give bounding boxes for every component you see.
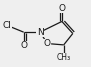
Text: Cl: Cl (3, 21, 12, 30)
Text: O: O (20, 41, 27, 50)
Text: O: O (44, 39, 51, 48)
Text: CH₃: CH₃ (57, 53, 71, 62)
Text: N: N (37, 28, 43, 37)
Text: O: O (58, 4, 65, 13)
